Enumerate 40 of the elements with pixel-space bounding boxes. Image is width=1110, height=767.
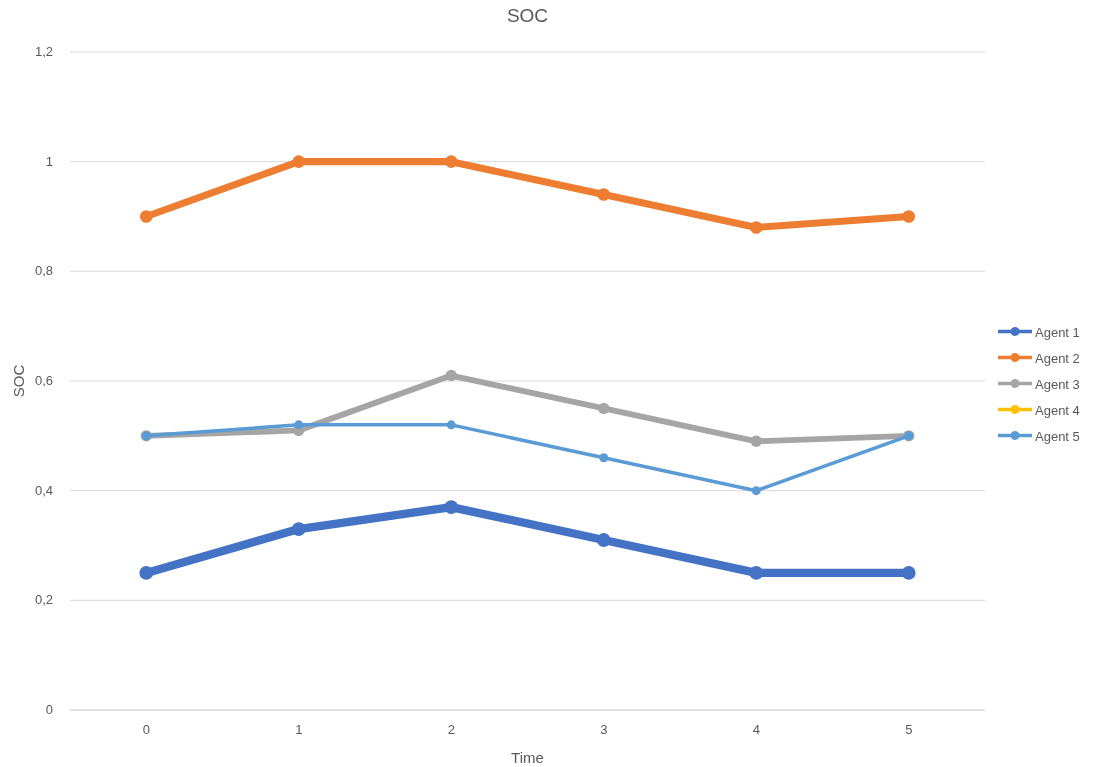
point: [749, 566, 764, 580]
point: [446, 420, 456, 430]
x-tick-label: 1: [295, 722, 303, 737]
y-tick-label: 1: [45, 153, 53, 169]
legend-label: Agent 2: [1035, 350, 1080, 366]
y-tick-label: 0,2: [34, 592, 53, 608]
legend-label: Agent 3: [1035, 376, 1080, 392]
y-tick-label: 0,6: [34, 373, 53, 388]
legend-label: Agent 1: [1035, 324, 1080, 340]
legend-label: Agent 5: [1035, 428, 1080, 444]
y-tick-label: 0: [45, 702, 53, 717]
point: [750, 435, 762, 448]
point: [598, 402, 610, 415]
point: [444, 500, 459, 515]
x-tick-label: 5: [905, 722, 913, 737]
legend-label: Agent 4: [1035, 402, 1080, 418]
point: [751, 486, 761, 496]
x-tick-label: 0: [142, 722, 150, 737]
point: [902, 210, 916, 223]
x-tick-label: 2: [447, 722, 455, 737]
point: [444, 155, 458, 168]
point: [445, 369, 457, 382]
point: [599, 453, 609, 463]
point: [139, 566, 154, 580]
point: [596, 533, 611, 547]
y-tick-label: 0,4: [34, 482, 53, 498]
y-tick-label: 1,2: [34, 44, 53, 59]
point: [597, 188, 611, 201]
x-tick-label: 4: [752, 722, 760, 737]
point: [292, 155, 306, 168]
point: [901, 566, 916, 580]
x-axis-title: Time: [511, 749, 544, 766]
point: [294, 420, 304, 430]
y-tick-label: 0,8: [34, 263, 53, 279]
chart-title: SOC: [506, 5, 549, 26]
point: [291, 522, 306, 536]
x-tick-label: 3: [600, 722, 608, 737]
point: [139, 210, 153, 223]
y-axis-title: SOC: [10, 364, 27, 398]
point: [749, 221, 763, 234]
